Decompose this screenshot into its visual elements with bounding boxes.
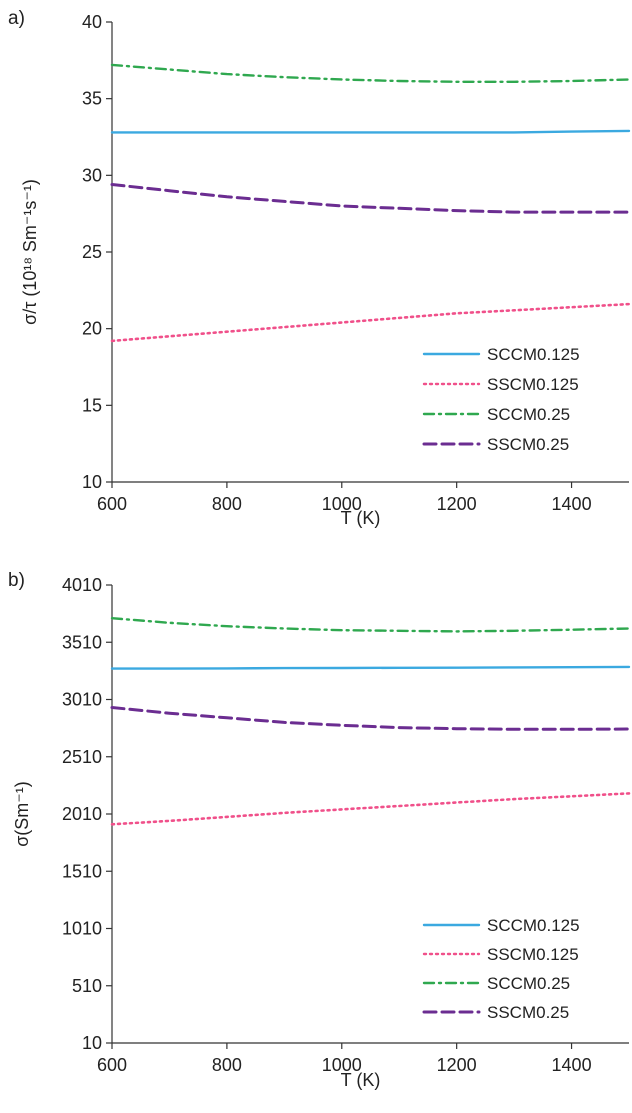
- y-tick-label: 30: [82, 165, 102, 185]
- series-line-sccm0-125: [110, 665, 631, 670]
- x-tick-label: 1400: [552, 1055, 592, 1075]
- y-tick-label: 1510: [62, 861, 102, 881]
- y-tick-label: 15: [82, 395, 102, 415]
- y-tick-label: 10: [82, 1033, 102, 1053]
- y-tick-label: 1010: [62, 919, 102, 939]
- series-line-sccm0-25: [110, 63, 631, 84]
- y-tick-label: 510: [72, 976, 102, 996]
- y-tick-label: 4010: [62, 575, 102, 595]
- legend-label: SCCM0.25: [487, 974, 570, 993]
- y-tick-label: 40: [82, 12, 102, 32]
- series-line-sccm0-25: [110, 617, 631, 633]
- legend: SCCM0.125 SSCM0.125 SCCM0.25 SSCM0.25: [422, 345, 580, 454]
- panel-label: a): [8, 8, 25, 29]
- x-tick-label: 600: [97, 494, 127, 514]
- legend-label: SSCM0.125: [487, 375, 579, 394]
- legend-label: SSCM0.25: [487, 435, 569, 454]
- x-axis-title: T (K): [341, 1070, 381, 1090]
- y-axis-title: σ/τ (10¹⁸ Sm⁻¹s⁻¹): [20, 179, 40, 325]
- series-line-sscm0-125: [110, 302, 631, 343]
- y-tick-label: 25: [82, 242, 102, 262]
- y-axis-title: σ(Sm⁻¹): [12, 781, 32, 847]
- series-line-sscm0-25: [110, 183, 631, 214]
- y-tick-label: 2510: [62, 747, 102, 767]
- x-tick-label: 600: [97, 1055, 127, 1075]
- y-tick-label: 10: [82, 472, 102, 492]
- legend-label: SSCM0.125: [487, 945, 579, 964]
- series-line-sccm0-125: [110, 129, 631, 134]
- panel-label: b): [8, 570, 25, 591]
- y-tick-label: 20: [82, 319, 102, 339]
- x-tick-label: 1200: [437, 1055, 477, 1075]
- x-tick-label: 1000: [322, 1055, 362, 1075]
- chart-panel-b: b) 10 510 1010 1510 2010 2510 3010 3510 4010 600 80…: [8, 570, 631, 1090]
- x-tick-label: 800: [212, 494, 242, 514]
- x-axis-title: T (K): [341, 508, 381, 528]
- y-tick-label: 3010: [62, 690, 102, 710]
- series-line-sscm0-25: [110, 706, 631, 731]
- chart-panel-a: a) 10 15 20 25 30 35 40 600 800 1000 1200 1400 T (K) σ…: [8, 8, 631, 528]
- x-tick-label: 1200: [437, 494, 477, 514]
- legend-label: SCCM0.125: [487, 916, 580, 935]
- legend-label: SCCM0.25: [487, 405, 570, 424]
- y-tick-label: 3510: [62, 632, 102, 652]
- x-tick-label: 1400: [552, 494, 592, 514]
- legend: SCCM0.125 SSCM0.125 SCCM0.25 SSCM0.25: [422, 916, 580, 1022]
- legend-label: SCCM0.125: [487, 345, 580, 364]
- x-tick-label: 1000: [322, 494, 362, 514]
- series-line-sscm0-125: [110, 792, 631, 826]
- x-tick-label: 800: [212, 1055, 242, 1075]
- y-tick-label: 2010: [62, 804, 102, 824]
- y-tick-label: 35: [82, 89, 102, 109]
- legend-label: SSCM0.25: [487, 1003, 569, 1022]
